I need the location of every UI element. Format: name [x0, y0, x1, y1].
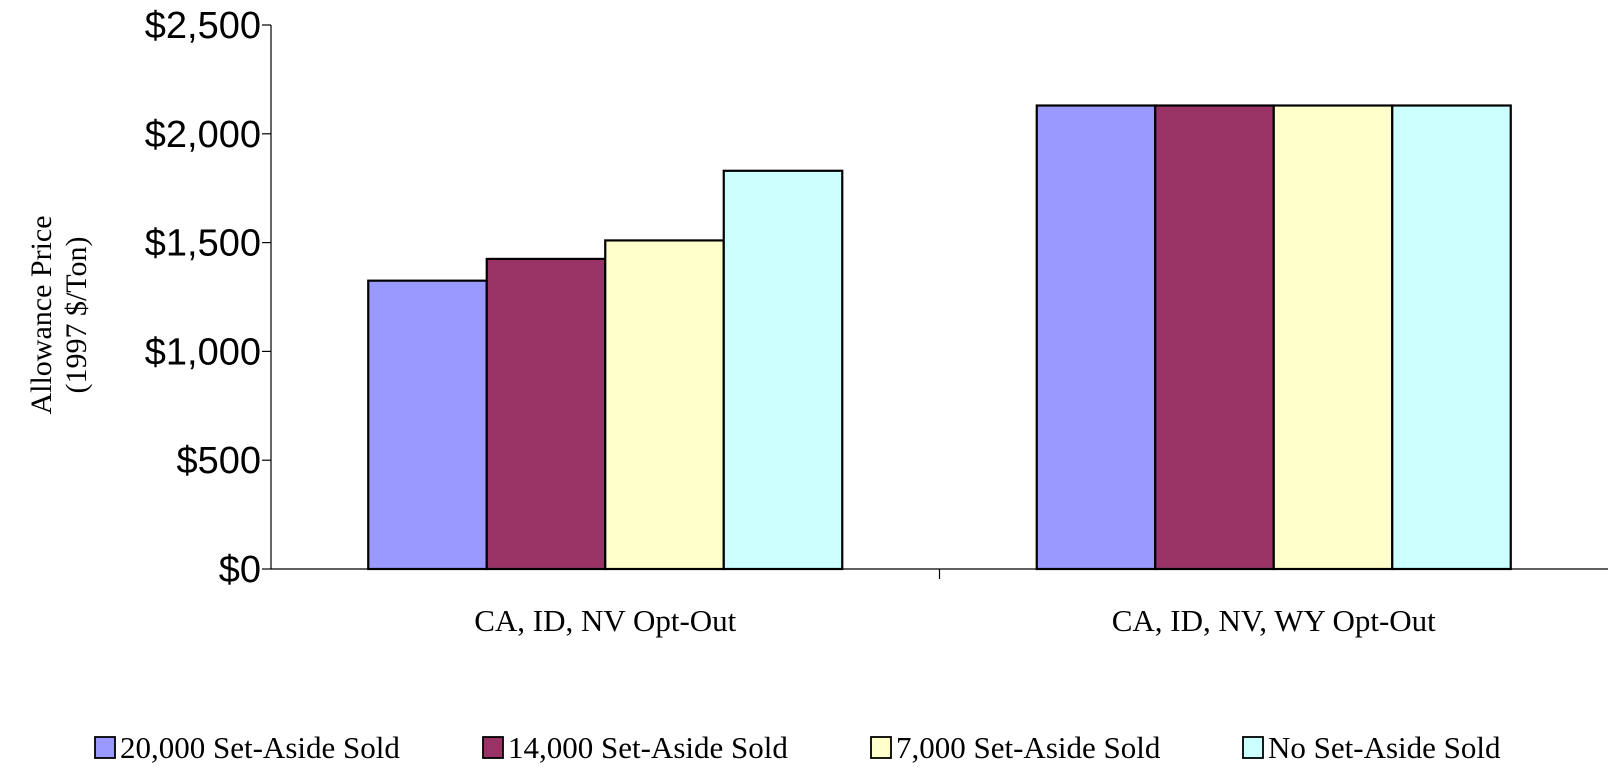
y-tick-label: $2,000	[145, 114, 261, 156]
legend-swatch	[1242, 736, 1264, 759]
bar	[1391, 104, 1512, 571]
bar	[722, 169, 844, 571]
y-tick-label: $1,000	[145, 331, 261, 373]
x-category-label: CA, ID, NV, WY Opt-Out	[1112, 603, 1436, 638]
bar	[604, 239, 725, 571]
legend-swatch	[482, 736, 504, 759]
legend-label: 7,000 Set-Aside Sold	[896, 730, 1161, 765]
legend: 20,000 Set-Aside Sold 14,000 Set-Aside So…	[94, 730, 1501, 765]
category-labels: CA, ID, NV Opt-Out CA, ID, NV, WY Opt-Out	[474, 603, 1436, 638]
legend-label: No Set-Aside Sold	[1268, 730, 1501, 765]
legend-swatch	[870, 736, 892, 759]
y-tick-label: $500	[176, 440, 261, 482]
y-tick-label: $1,500	[145, 223, 261, 265]
y-axis-title-line-2: (1997 $/Ton)	[60, 236, 93, 393]
bars	[367, 104, 1512, 571]
y-tick-label: $0	[219, 549, 261, 591]
bar	[1272, 104, 1394, 571]
bar	[485, 257, 607, 571]
legend-label: 20,000 Set-Aside Sold	[120, 730, 400, 765]
legend-label: 14,000 Set-Aside Sold	[508, 730, 788, 765]
bar	[1154, 104, 1275, 571]
y-ticks: $0 $500 $1,000 $1,500 $2,000 $2,500	[145, 5, 271, 591]
x-category-label: CA, ID, NV Opt-Out	[474, 603, 736, 638]
bar	[367, 279, 488, 571]
y-axis-title: Allowance Price (1997 $/Ton)	[25, 215, 93, 414]
bar	[1035, 104, 1157, 571]
y-axis-title-line-1: Allowance Price	[25, 215, 58, 414]
legend-swatch	[94, 736, 116, 759]
y-tick-label: $2,500	[145, 5, 261, 47]
